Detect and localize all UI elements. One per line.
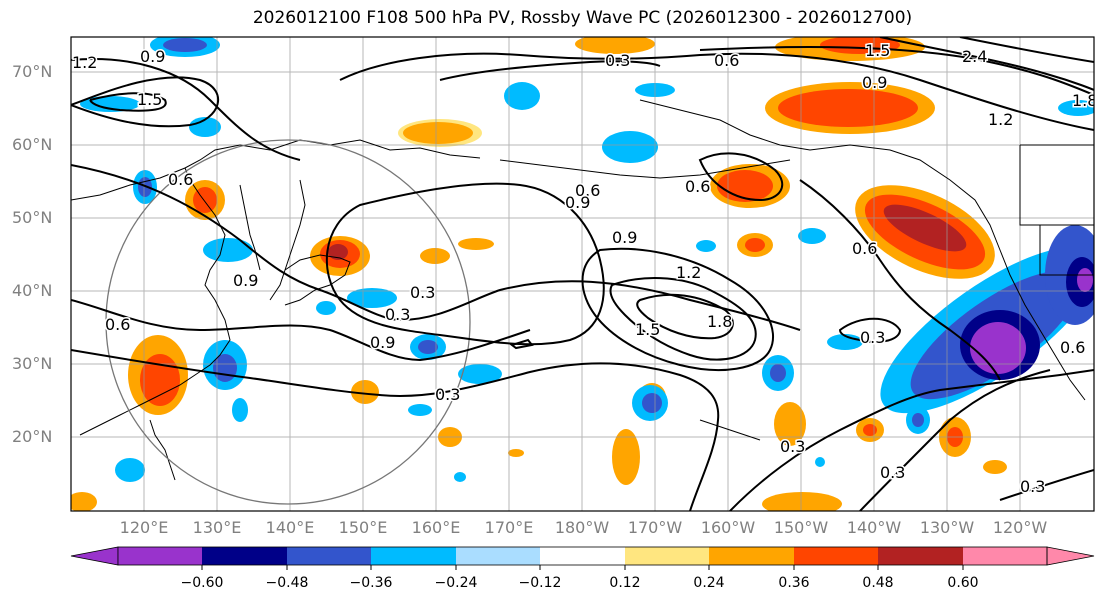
colorbar-tick-label: 0.12 — [609, 575, 641, 591]
colorbar-bin — [625, 547, 709, 565]
lat-label: 30°N — [12, 354, 53, 373]
colorbar-bin — [118, 547, 202, 565]
contour-label: 1.2 — [72, 53, 97, 72]
colorbar-bin — [456, 547, 540, 565]
lon-label: 120°W — [992, 518, 1048, 537]
highlight-circle — [105, 139, 471, 505]
colorbar-bin — [963, 547, 1047, 565]
colorbar-tick-label: 0.60 — [947, 575, 979, 591]
colorbar-tick-label: −0.36 — [349, 575, 393, 591]
colorbar-bin — [709, 547, 794, 565]
contour-label: 0.6 — [685, 177, 710, 196]
contour-label: 0.9 — [862, 73, 887, 92]
lon-label: 120°E — [119, 518, 169, 537]
contour-label: 0.3 — [385, 305, 410, 324]
contour-label: 1.8 — [707, 312, 732, 331]
colorbar-tick-label: −0.48 — [265, 575, 309, 591]
lon-label: 170°W — [627, 518, 683, 537]
contour-label: 2.4 — [962, 47, 987, 66]
lon-label: 170°E — [484, 518, 534, 537]
lon-label: 130°E — [192, 518, 242, 537]
contour-label: 1.2 — [988, 110, 1013, 129]
lat-label: 20°N — [12, 427, 53, 446]
colorbar-bin — [878, 547, 963, 565]
contour-label: 0.3 — [435, 385, 460, 404]
colorbar-bin — [287, 547, 371, 565]
contour-label: 0.3 — [860, 328, 885, 347]
map-frame — [70, 36, 1095, 512]
colorbar-extend-max — [1046, 546, 1095, 566]
lon-label: 180°W — [554, 518, 610, 537]
contour-label: 1.5 — [865, 41, 890, 60]
lon-label: 150°E — [338, 518, 388, 537]
colorbar-bin — [540, 547, 625, 565]
lat-label: 60°N — [12, 135, 53, 154]
contour-label: 0.6 — [714, 51, 739, 70]
lat-label: 50°N — [12, 208, 53, 227]
colorbar-bin — [202, 547, 287, 565]
colorbar-tick-label: 0.48 — [862, 575, 894, 591]
lat-label: 40°N — [12, 281, 53, 300]
map-panel: 0.9 1.2 1.5 0.3 0.6 1.2 0.9 2.4 1.8 0.9 … — [71, 37, 1097, 511]
contour-label: 0.9 — [565, 193, 590, 212]
contour-label: 0.3 — [880, 463, 905, 482]
contour-label: 0.9 — [140, 47, 165, 66]
contour-label: 0.3 — [605, 51, 630, 70]
contour-label: 1.8 — [1072, 91, 1097, 110]
contour-label: 0.3 — [780, 437, 805, 456]
colorbar-tick-label: −0.24 — [434, 575, 478, 591]
figure-title: 2026012100 F108 500 hPa PV, Rossby Wave … — [252, 8, 913, 28]
colorbar-bin — [794, 547, 878, 565]
colorbar-tick-label: −0.12 — [518, 575, 562, 591]
contour-label: 0.6 — [105, 315, 130, 334]
lon-label: 150°W — [773, 518, 829, 537]
contour-label: 0.3 — [410, 283, 435, 302]
lon-label: 160°E — [411, 518, 461, 537]
lon-label: 160°W — [700, 518, 756, 537]
contour-label: 1.2 — [676, 263, 701, 282]
contour-label: 0.6 — [575, 181, 600, 200]
contour-label: 0.9 — [370, 333, 395, 352]
contour-label: 0.6 — [1060, 338, 1085, 357]
colorbar-extend-min — [70, 546, 119, 566]
contour-label: 1.5 — [635, 320, 660, 339]
contour-label: 0.9 — [233, 271, 258, 290]
lat-label: 70°N — [12, 62, 53, 81]
contour-label: 0.6 — [852, 239, 877, 258]
colorbar-bin — [371, 547, 456, 565]
colorbar-tick-label: 0.24 — [693, 575, 725, 591]
contour-labels: 0.9 1.2 1.5 0.3 0.6 1.2 0.9 2.4 1.8 0.9 … — [71, 40, 1097, 498]
contour-label: 0.3 — [1020, 477, 1045, 496]
colorbar-tick-label: −0.60 — [180, 575, 224, 591]
contour-label: 1.5 — [137, 90, 162, 109]
lon-label: 140°E — [265, 518, 315, 537]
lon-label: 130°W — [919, 518, 975, 537]
colorbar-tick-label: 0.36 — [778, 575, 810, 591]
contour-label: 0.6 — [168, 170, 193, 189]
lon-label: 140°W — [846, 518, 902, 537]
contour-label: 0.9 — [612, 228, 637, 247]
colorbar — [70, 546, 1095, 570]
pv-contours — [71, 37, 1094, 511]
